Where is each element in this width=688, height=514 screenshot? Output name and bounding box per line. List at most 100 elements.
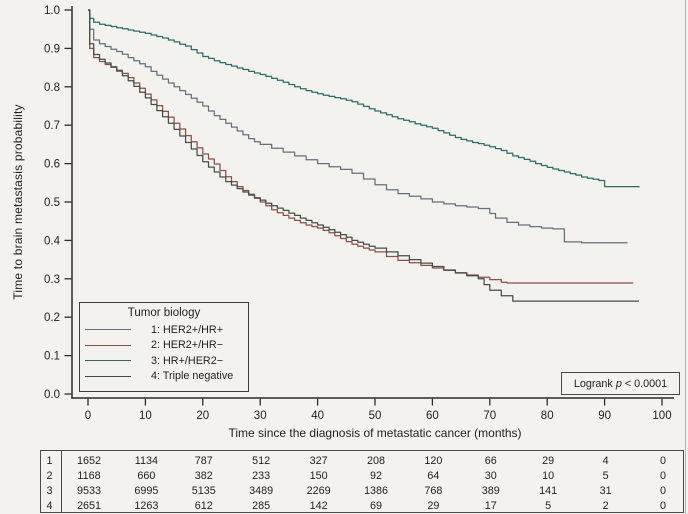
y-tick-label: 0.6 xyxy=(44,159,60,171)
x-tick-label: 50 xyxy=(369,410,382,422)
x-tick-label: 60 xyxy=(426,410,439,422)
risk-count: 141 xyxy=(539,485,558,497)
risk-count: 660 xyxy=(137,470,156,482)
legend-line-swatch xyxy=(85,344,131,346)
risk-count: 17 xyxy=(484,500,497,512)
risk-count: 787 xyxy=(194,455,213,467)
logrank-p-symbol: p xyxy=(615,377,622,390)
x-tick-label: 100 xyxy=(652,410,671,422)
legend-entry-2: 2: HER2+/HR− xyxy=(80,338,248,354)
risk-count: 0 xyxy=(659,455,666,467)
y-tick-label: 0.0 xyxy=(44,389,60,401)
risk-count: 3489 xyxy=(249,485,274,497)
risk-count: 327 xyxy=(309,455,328,467)
legend-entry-label: 1: HER2+/HR+ xyxy=(151,323,224,336)
legend-entry-3: 3: HR+/HER2− xyxy=(80,353,248,369)
risk-count: 768 xyxy=(424,485,443,497)
risk-count: 285 xyxy=(252,500,271,512)
risk-count: 208 xyxy=(366,455,385,467)
logrank-prefix: Logrank xyxy=(573,377,616,390)
risk-count: 142 xyxy=(309,500,328,512)
legend-entry-label: 3: HR+/HER2− xyxy=(151,354,224,367)
x-tick-label: 70 xyxy=(483,410,496,422)
legend-title: Tumor biology xyxy=(127,307,201,319)
risk-count: 92 xyxy=(369,470,382,482)
legend-entry-4: 4: Triple negative xyxy=(80,369,248,385)
risk-count: 2651 xyxy=(76,500,102,512)
y-tick-label: 0.8 xyxy=(44,82,60,94)
x-tick-label: 10 xyxy=(139,410,152,422)
x-tick-label: 90 xyxy=(598,410,611,422)
y-tick-label: 0.3 xyxy=(44,274,60,286)
number-at-risk-table: 1 1652 1134 787 512 327 208 120 66 29 4 0 2 1168 660 38… xyxy=(40,450,684,513)
risk-count: 233 xyxy=(252,470,271,482)
risk-count: 6995 xyxy=(134,485,159,497)
risk-count: 64 xyxy=(427,470,440,482)
risk-count: 69 xyxy=(369,500,382,512)
risk-count: 5 xyxy=(602,470,609,482)
risk-count: 1134 xyxy=(134,455,158,467)
risk-count: 66 xyxy=(484,455,497,467)
x-tick-label: 80 xyxy=(541,410,554,422)
risk-count: 1263 xyxy=(134,500,159,512)
risk-count: 0 xyxy=(659,470,666,482)
km-curve-4 xyxy=(88,9,639,302)
risk-count: 5 xyxy=(545,500,552,512)
risk-row-label: 3 xyxy=(46,485,53,497)
risk-table-separator xyxy=(61,451,62,512)
risk-count: 2269 xyxy=(306,485,331,497)
y-tick-label: 0.9 xyxy=(44,43,60,55)
km-curve-1 xyxy=(88,9,628,244)
legend-entries: 1: HER2+/HR+ 2: HER2+/HR− 3: HR+/HER2− 4: T… xyxy=(80,322,248,384)
logrank-suffix: < 0.0001 xyxy=(621,377,668,390)
x-tick-label: 40 xyxy=(311,410,324,422)
y-tick-label: 0.4 xyxy=(44,235,61,247)
risk-count: 389 xyxy=(481,485,500,497)
y-tick-label: 0.5 xyxy=(44,197,60,209)
risk-count: 1652 xyxy=(76,455,102,467)
risk-count: 382 xyxy=(194,470,213,482)
risk-count: 5135 xyxy=(191,485,216,497)
legend-entry-1: 1: HER2+/HR+ xyxy=(80,322,248,338)
risk-count: 150 xyxy=(309,470,328,482)
legend-line-swatch xyxy=(85,360,131,362)
risk-count: 9533 xyxy=(76,485,102,497)
risk-count: 10 xyxy=(542,470,555,482)
risk-count: 1386 xyxy=(363,485,389,497)
legend-box: Tumor biology 1: HER2+/HR+ 2: HER2+/HR− 3:… xyxy=(79,302,249,392)
legend-line-swatch xyxy=(85,375,131,377)
figure-right-border xyxy=(685,0,686,514)
km-curve-2 xyxy=(88,9,634,284)
x-tick-label: 20 xyxy=(196,410,209,422)
y-tick-label: 1.0 xyxy=(44,5,60,17)
x-tick-label: 0 xyxy=(85,410,91,422)
km-curve-3 xyxy=(88,9,640,188)
y-axis-title: Time to brain metastasis probability xyxy=(11,104,25,300)
risk-count: 512 xyxy=(252,455,271,467)
risk-count: 29 xyxy=(542,455,555,467)
risk-row-label: 1 xyxy=(46,455,53,467)
legend-entry-label: 2: HER2+/HR− xyxy=(151,339,224,352)
risk-count: 1168 xyxy=(77,470,101,482)
legend-entry-label: 4: Triple negative xyxy=(151,370,234,383)
risk-count: 31 xyxy=(599,485,612,497)
risk-count: 4 xyxy=(602,455,609,467)
risk-row-label: 4 xyxy=(46,500,53,512)
y-tick-label: 0.1 xyxy=(44,351,60,363)
risk-count: 30 xyxy=(484,470,497,482)
risk-count: 0 xyxy=(659,485,666,497)
risk-count: 29 xyxy=(427,500,440,512)
risk-count: 2 xyxy=(602,500,609,512)
y-tick-label: 0.2 xyxy=(44,312,60,324)
risk-count: 120 xyxy=(424,455,443,467)
x-axis-title: Time since the diagnosis of metastatic c… xyxy=(228,426,522,440)
y-tick-label: 0.7 xyxy=(44,120,60,132)
risk-count: 0 xyxy=(659,500,666,512)
legend-line-swatch xyxy=(85,329,131,331)
risk-count: 612 xyxy=(194,500,213,512)
risk-row-label: 2 xyxy=(46,470,53,482)
logrank-annotation: Logrank p < 0.0001 xyxy=(561,372,680,395)
x-tick-label: 30 xyxy=(254,410,267,422)
